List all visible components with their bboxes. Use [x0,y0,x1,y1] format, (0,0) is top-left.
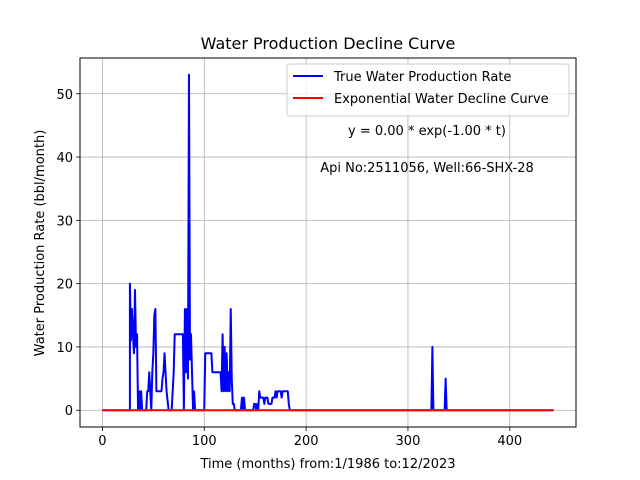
y-tick-label: 0 [65,404,73,419]
chart-title: Water Production Decline Curve [201,34,456,53]
plot-frame [79,57,577,428]
y-tick-label: 50 [56,88,73,103]
y-tick-label: 20 [56,278,73,293]
legend-box [286,63,570,117]
y-tick-label: 30 [56,214,73,229]
y-tick-label: 40 [56,151,73,166]
series-layer [102,73,554,412]
true-water-production-line [102,73,554,412]
tick-layer: 0 100 200 300 400 0 10 20 30 40 50 [56,88,522,449]
x-tick-label: 300 [396,434,421,449]
x-tick-label: 0 [98,434,106,449]
y-axis-label: Water Production Rate (bbl/month) [33,130,48,357]
x-axis-label: Time (months) from:1/1986 to:12/2023 [199,457,455,472]
legend: True Water Production Rate Exponential W… [286,63,570,117]
well-id-annotation: Api No:2511056, Well:66-SHX-28 [320,161,534,176]
y-tick-label: 10 [56,341,73,356]
fit-equation-annotation: y = 0.00 * exp(-1.00 * t) [348,124,506,139]
legend-label-fit: Exponential Water Decline Curve [334,92,549,107]
x-tick-label: 100 [192,434,217,449]
legend-label-true: True Water Production Rate [333,70,511,85]
x-tick-label: 200 [294,434,319,449]
x-tick-label: 400 [497,434,522,449]
